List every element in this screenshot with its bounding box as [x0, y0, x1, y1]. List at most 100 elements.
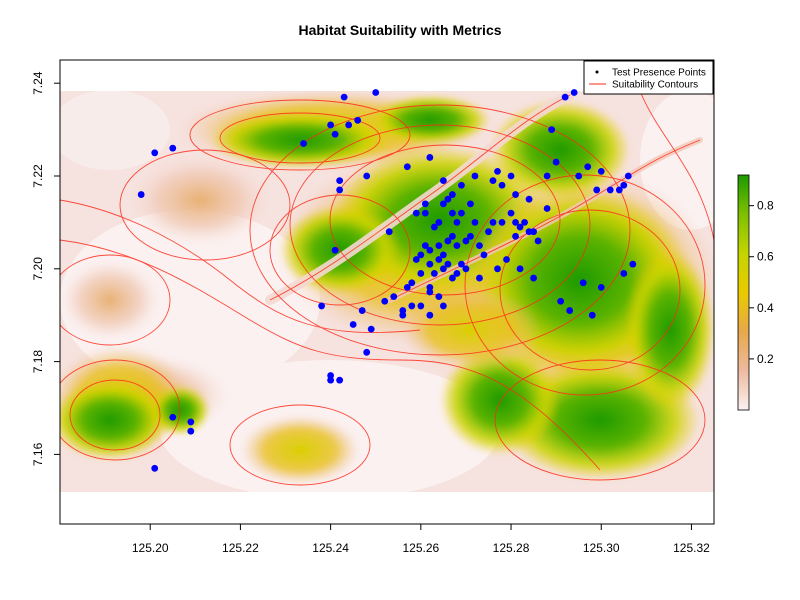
- x-axis: 125.20 125.22 125.24 125.26 125.28 125.30 125.…: [132, 524, 710, 555]
- presence-point: [169, 413, 177, 421]
- presence-point: [349, 321, 357, 328]
- plot-frame: [59, 59, 715, 525]
- presence-point: [525, 195, 533, 203]
- presence-point: [512, 232, 519, 240]
- presence-point: [494, 167, 501, 175]
- y-tick-label: 7.18: [31, 350, 45, 374]
- presence-point: [449, 191, 456, 198]
- presence-point: [606, 186, 614, 194]
- presence-point: [530, 228, 537, 236]
- x-tick-label: 125.26: [402, 541, 439, 555]
- presence-point: [426, 311, 434, 319]
- presence-point: [620, 270, 628, 277]
- presence-point: [548, 126, 556, 133]
- presence-point: [458, 260, 465, 268]
- x-tick-label: 125.28: [493, 541, 530, 555]
- presence-point: [444, 195, 452, 203]
- presence-point: [561, 93, 569, 101]
- presence-point: [187, 418, 195, 426]
- presence-point: [439, 251, 447, 259]
- presence-point: [494, 265, 501, 273]
- contour-line: [229, 404, 371, 486]
- presence-point: [597, 283, 605, 291]
- raster-green-far-east: [625, 250, 714, 410]
- presence-point: [462, 265, 470, 273]
- presence-point: [336, 376, 344, 384]
- legend-label-points: Test Presence Points: [612, 68, 706, 79]
- presence-point: [449, 274, 456, 282]
- presence-point: [354, 116, 362, 124]
- x-tick-label: 125.32: [673, 541, 710, 555]
- presence-point: [426, 154, 434, 161]
- presence-point: [584, 163, 592, 171]
- presence-point: [381, 297, 389, 305]
- presence-point: [137, 191, 145, 198]
- colorbar-tick-label: 0.8: [757, 199, 774, 213]
- legend-label-contours: Suitability Contours: [612, 80, 698, 91]
- contour-line: [119, 149, 291, 261]
- presence-point: [421, 209, 429, 217]
- presence-point: [476, 274, 483, 282]
- presence-point: [327, 121, 335, 129]
- presence-point: [593, 186, 601, 194]
- presence-point: [467, 232, 474, 240]
- presence-point: [449, 209, 456, 217]
- presence-point: [530, 274, 537, 282]
- presence-point: [187, 427, 195, 435]
- presence-point: [516, 223, 524, 231]
- suitability-contours: [60, 91, 714, 486]
- presence-point: [331, 130, 339, 138]
- presence-point: [512, 191, 519, 198]
- colorbar-tick-label: 0.4: [757, 301, 774, 315]
- presence-point: [412, 209, 420, 217]
- presence-point: [430, 270, 438, 277]
- x-tick-label: 125.20: [132, 541, 169, 555]
- presence-point: [345, 121, 353, 129]
- raster-green-north2: [370, 95, 490, 145]
- presence-point: [439, 265, 447, 273]
- presence-point: [363, 172, 371, 180]
- raster-yellow-south: [240, 415, 360, 485]
- presence-point: [620, 181, 628, 189]
- presence-point: [435, 256, 443, 263]
- presence-point: [458, 181, 465, 189]
- legend-box: [583, 60, 714, 95]
- presence-point: [453, 242, 461, 250]
- presence-point: [340, 93, 348, 101]
- presence-point: [566, 307, 574, 314]
- contour-line: [329, 144, 561, 296]
- contour-line: [289, 124, 591, 326]
- presence-point: [575, 172, 583, 180]
- presence-point: [462, 237, 470, 245]
- presence-point: [471, 172, 479, 180]
- presence-point: [485, 228, 492, 236]
- presence-point: [557, 297, 565, 305]
- presence-point: [426, 246, 434, 254]
- contour-line: [499, 209, 681, 371]
- contour-line: [69, 379, 161, 451]
- presence-point: [435, 242, 443, 250]
- presence-point: [435, 293, 443, 301]
- raster-low-area-northwest: [60, 91, 170, 170]
- presence-points: [137, 89, 637, 472]
- presence-point: [426, 260, 434, 268]
- presence-point: [597, 167, 605, 175]
- presence-point: [430, 223, 438, 231]
- legend: Test Presence Points Suitability Contour…: [583, 60, 714, 95]
- presence-point: [408, 279, 416, 287]
- presence-point: [426, 288, 434, 296]
- contour-line: [639, 91, 714, 241]
- presence-point: [629, 260, 637, 268]
- presence-point: [421, 200, 429, 208]
- presence-point: [579, 279, 587, 287]
- presence-point: [489, 177, 497, 185]
- contour-line: [269, 194, 411, 306]
- y-tick-label: 7.24: [31, 71, 45, 95]
- contour-line: [389, 139, 701, 301]
- presence-point: [358, 307, 366, 314]
- raster-green-north: [210, 112, 390, 168]
- presence-point: [503, 256, 510, 263]
- x-tick-label: 125.30: [583, 541, 620, 555]
- presence-point: [489, 219, 497, 226]
